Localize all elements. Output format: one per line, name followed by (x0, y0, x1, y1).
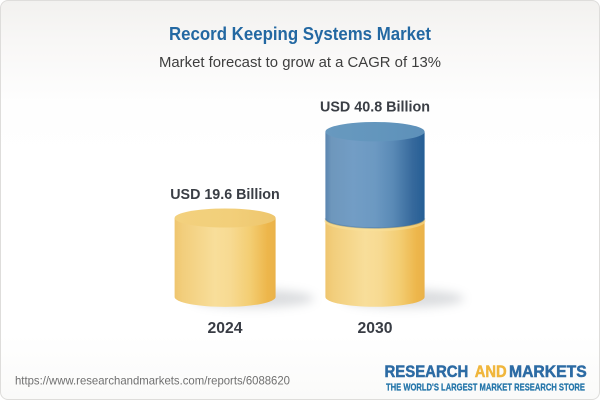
svg-text:MARKETS: MARKETS (509, 363, 587, 381)
svg-text:THE WORLD'S LARGEST MARKET RES: THE WORLD'S LARGEST MARKET RESEARCH STOR… (386, 383, 585, 394)
svg-text:AND: AND (475, 363, 507, 381)
svg-text:USD 19.6 Billion: USD 19.6 Billion (170, 186, 280, 203)
svg-text:https://www.researchandmarkets: https://www.researchandmarkets.com/repor… (15, 373, 290, 387)
svg-text:RESEARCH: RESEARCH (385, 363, 469, 381)
svg-text:2024: 2024 (208, 320, 243, 337)
svg-text:USD 40.8 Billion: USD 40.8 Billion (320, 99, 430, 116)
svg-text:Market forecast to grow at a C: Market forecast to grow at a CAGR of 13% (159, 54, 441, 71)
svg-text:2030: 2030 (358, 320, 393, 337)
svg-text:Record Keeping Systems Market: Record Keeping Systems Market (169, 24, 431, 44)
